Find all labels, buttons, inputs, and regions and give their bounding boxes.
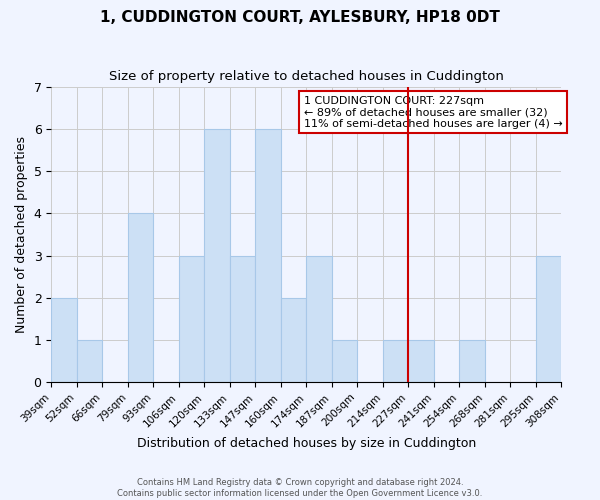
Bar [383,340,408,382]
Y-axis label: Number of detached properties: Number of detached properties [15,136,28,333]
Bar [51,298,77,382]
Title: Size of property relative to detached houses in Cuddington: Size of property relative to detached ho… [109,70,503,83]
Bar [408,340,434,382]
Bar [459,340,485,382]
Bar [204,129,230,382]
Bar [230,256,255,382]
Bar [255,129,281,382]
Bar [306,256,332,382]
Bar [332,340,357,382]
Bar [77,340,102,382]
Bar [281,298,306,382]
Bar [179,256,204,382]
Bar [536,256,561,382]
Text: 1, CUDDINGTON COURT, AYLESBURY, HP18 0DT: 1, CUDDINGTON COURT, AYLESBURY, HP18 0DT [100,10,500,25]
Bar [128,214,153,382]
X-axis label: Distribution of detached houses by size in Cuddington: Distribution of detached houses by size … [137,437,476,450]
Text: Contains HM Land Registry data © Crown copyright and database right 2024.
Contai: Contains HM Land Registry data © Crown c… [118,478,482,498]
Text: 1 CUDDINGTON COURT: 227sqm
← 89% of detached houses are smaller (32)
11% of semi: 1 CUDDINGTON COURT: 227sqm ← 89% of deta… [304,96,562,129]
